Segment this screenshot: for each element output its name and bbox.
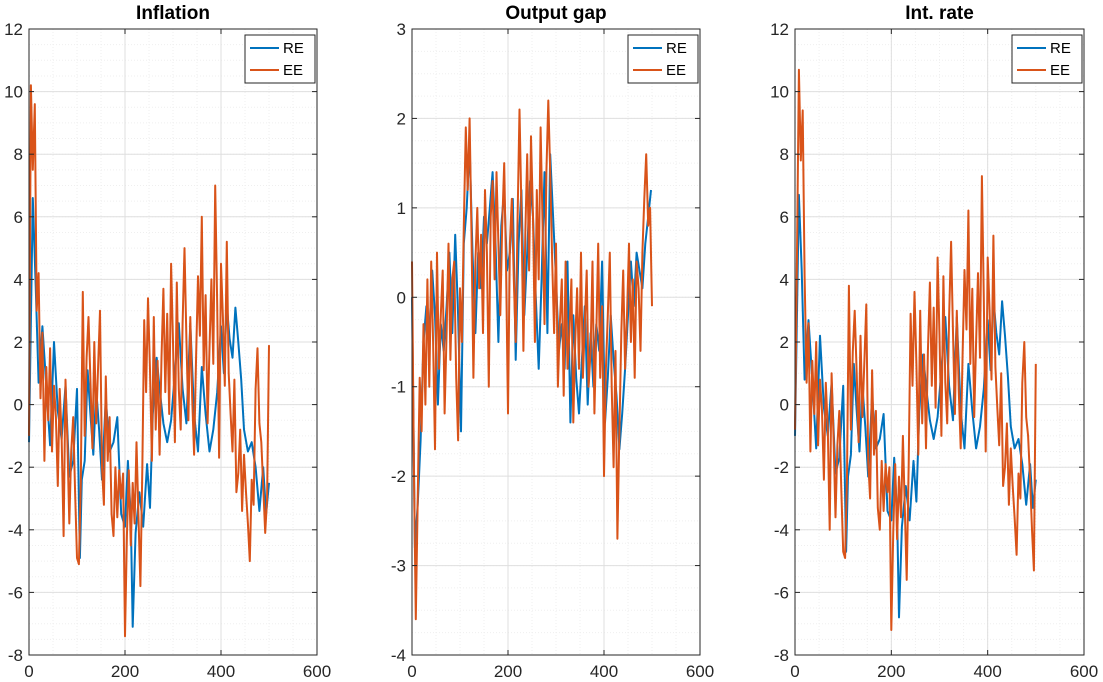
x-tick-label: 400 — [207, 662, 235, 681]
y-tick-label: 4 — [14, 270, 23, 289]
legend-label-ee: EE — [1050, 62, 1070, 79]
y-tick-label: -4 — [774, 521, 789, 540]
x-tick-label: 600 — [1070, 662, 1098, 681]
panel-inflation: -8 -6 -4 -2 0 2 4 6 8 10 12 0 200 400 600 Inflation RE EE — [4, 3, 331, 681]
y-tick-label: -1 — [391, 378, 406, 397]
x-tick-label: 200 — [877, 662, 905, 681]
legend-box — [627, 34, 699, 84]
y-tick-label: 0 — [14, 396, 23, 415]
legend-label-re: RE — [666, 40, 687, 57]
series-line-re — [28, 197, 270, 628]
y-tick-label: -2 — [391, 467, 406, 486]
legend-label-ee: EE — [283, 62, 303, 79]
y-tick-label: -6 — [774, 583, 789, 602]
series-line-re — [794, 193, 1037, 619]
y-tick-label: 1 — [397, 199, 406, 218]
y-tick-label: -8 — [8, 646, 23, 665]
legend: RE EE — [244, 34, 316, 84]
y-tick-label: 12 — [4, 20, 23, 39]
x-tick-label: 400 — [973, 662, 1001, 681]
panel-int-rate: -8 -6 -4 -2 0 2 4 6 8 10 12 0 200 400 600 Int. rate RE EE — [770, 3, 1098, 681]
x-tick-label: 400 — [590, 662, 618, 681]
y-tick-label: 2 — [397, 109, 406, 128]
legend-box — [244, 34, 316, 84]
series-line-ee — [28, 84, 270, 638]
y-tick-label: -2 — [8, 458, 23, 477]
x-tick-label: 200 — [111, 662, 139, 681]
y-tick-label: -3 — [391, 557, 406, 576]
y-tick-label: -6 — [8, 583, 23, 602]
axes-box — [411, 28, 701, 656]
legend: RE EE — [1011, 34, 1083, 84]
panel-output-gap: -4 -3 -2 -1 0 1 2 3 0 200 400 600 Output gap RE EE — [391, 3, 714, 681]
series-line-ee — [794, 68, 1037, 631]
y-tick-label: -4 — [8, 521, 23, 540]
x-tick-label: 0 — [790, 662, 799, 681]
y-tick-label: 8 — [780, 145, 789, 164]
y-tick-label: 6 — [780, 208, 789, 227]
y-tick-label: 12 — [770, 20, 789, 39]
chart-title: Output gap — [505, 3, 606, 24]
y-tick-label: -4 — [391, 646, 406, 665]
y-tick-label: 0 — [397, 288, 406, 307]
legend-label-ee: EE — [666, 62, 686, 79]
x-tick-label: 0 — [407, 662, 416, 681]
x-tick-label: 600 — [686, 662, 714, 681]
y-tick-label: 2 — [14, 333, 23, 352]
y-tick-label: 10 — [770, 83, 789, 102]
y-tick-label: 8 — [14, 145, 23, 164]
legend: RE EE — [627, 34, 699, 84]
y-tick-label: 6 — [14, 208, 23, 227]
y-tick-label: -2 — [774, 458, 789, 477]
y-tick-label: 3 — [397, 20, 406, 39]
legend-label-re: RE — [1050, 40, 1071, 57]
y-tick-label: 2 — [780, 333, 789, 352]
y-tick-label: -8 — [774, 646, 789, 665]
chart-title: Inflation — [136, 3, 210, 24]
x-tick-label: 0 — [24, 662, 33, 681]
y-tick-label: 0 — [780, 396, 789, 415]
y-tick-label: 4 — [780, 270, 789, 289]
chart-title: Int. rate — [905, 3, 974, 24]
y-tick-label: 10 — [4, 83, 23, 102]
legend-label-re: RE — [283, 40, 304, 57]
legend-box — [1011, 34, 1083, 84]
series-line-ee — [411, 99, 653, 621]
x-tick-label: 600 — [303, 662, 331, 681]
x-tick-label: 200 — [494, 662, 522, 681]
